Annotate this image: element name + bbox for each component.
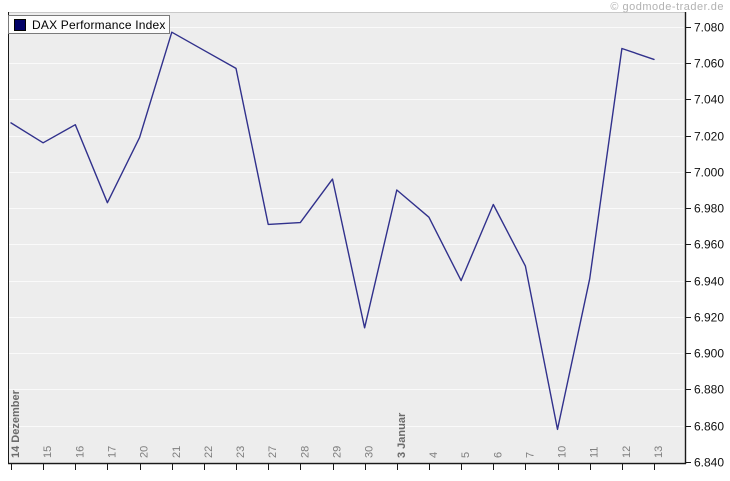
y-tick-label: 6.920 (694, 311, 724, 325)
x-tick-label: 30 (364, 446, 376, 458)
y-tick-label: 6.880 (694, 383, 724, 397)
x-tick-label: 7 (524, 452, 536, 458)
legend-label: DAX Performance Index (32, 17, 166, 32)
x-tick-label: 16 (74, 446, 86, 458)
x-tick-label: 21 (171, 446, 183, 458)
y-tick-label: 7.000 (694, 166, 724, 180)
dax-line-series (10, 31, 655, 431)
watermark: © godmode-trader.de (610, 1, 724, 13)
y-tick-label: 7.080 (694, 21, 724, 35)
x-tick-label: 13 (653, 446, 665, 458)
x-tick-label: 4 (428, 452, 440, 458)
x-tick-label: 23 (235, 446, 247, 458)
x-tick-label: 11 (589, 447, 601, 458)
y-tick-label: 7.020 (694, 130, 724, 144)
x-tick-label: 12 (621, 446, 633, 458)
x-tick-label: 17 (106, 446, 118, 458)
y-tick-label: 6.980 (694, 202, 724, 216)
x-tick-label: 15 (42, 446, 54, 458)
legend-swatch-icon (14, 18, 26, 31)
x-tick-label: 5 (460, 452, 472, 458)
y-tick-label: 7.040 (694, 93, 724, 107)
y-tick-label: 6.840 (694, 456, 724, 470)
x-tick-label: 3 Januar (396, 412, 408, 458)
plot-area (8, 12, 685, 463)
x-tick-label: 6 (492, 452, 504, 458)
y-tick-label: 6.940 (694, 275, 724, 289)
y-tick-label: 6.860 (694, 420, 724, 434)
y-tick-label: 6.960 (694, 238, 724, 252)
y-tick-label: 6.900 (694, 347, 724, 361)
x-tick-label: 28 (299, 446, 311, 458)
legend: DAX Performance Index (8, 15, 170, 34)
x-tick-label: 14 Dezember (10, 389, 22, 458)
x-tick-label: 10 (557, 446, 569, 458)
x-tick-label: 20 (139, 446, 151, 458)
x-tick-label: 22 (203, 446, 215, 458)
x-tick-label: 29 (332, 446, 344, 458)
y-tick-label: 7.060 (694, 57, 724, 71)
x-tick-label: 27 (267, 446, 279, 458)
